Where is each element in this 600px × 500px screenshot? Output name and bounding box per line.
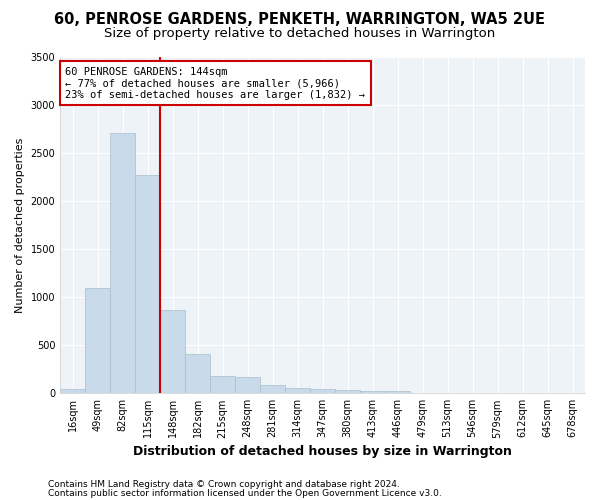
Bar xyxy=(310,388,335,394)
Bar xyxy=(360,391,385,394)
Bar xyxy=(385,392,410,394)
Bar xyxy=(60,388,85,394)
Bar xyxy=(185,354,210,394)
Text: Size of property relative to detached houses in Warrington: Size of property relative to detached ho… xyxy=(104,28,496,40)
Text: 60, PENROSE GARDENS, PENKETH, WARRINGTON, WA5 2UE: 60, PENROSE GARDENS, PENKETH, WARRINGTON… xyxy=(55,12,545,28)
Bar xyxy=(135,175,160,394)
Bar xyxy=(260,384,285,394)
Bar xyxy=(160,310,185,394)
X-axis label: Distribution of detached houses by size in Warrington: Distribution of detached houses by size … xyxy=(133,444,512,458)
Y-axis label: Number of detached properties: Number of detached properties xyxy=(15,137,25,312)
Bar xyxy=(110,134,135,394)
Text: Contains public sector information licensed under the Open Government Licence v3: Contains public sector information licen… xyxy=(48,489,442,498)
Bar xyxy=(335,390,360,394)
Text: Contains HM Land Registry data © Crown copyright and database right 2024.: Contains HM Land Registry data © Crown c… xyxy=(48,480,400,489)
Bar xyxy=(285,388,310,394)
Bar xyxy=(210,376,235,394)
Bar xyxy=(235,378,260,394)
Bar xyxy=(85,288,110,394)
Text: 60 PENROSE GARDENS: 144sqm
← 77% of detached houses are smaller (5,966)
23% of s: 60 PENROSE GARDENS: 144sqm ← 77% of deta… xyxy=(65,66,365,100)
